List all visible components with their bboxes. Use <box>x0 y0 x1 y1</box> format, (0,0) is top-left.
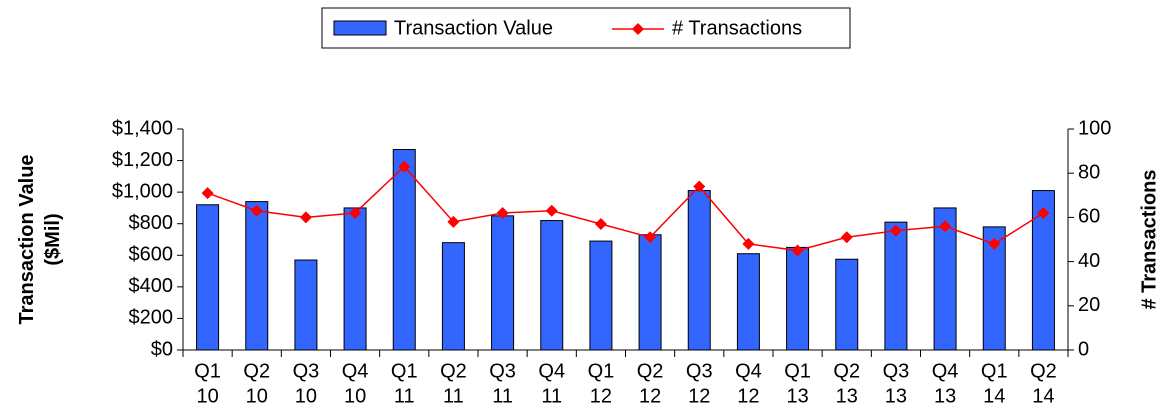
x-tick-label: Q3 <box>489 360 516 382</box>
bar <box>491 215 515 351</box>
marker <box>201 187 214 200</box>
bar <box>884 221 908 351</box>
bar <box>196 204 220 351</box>
marker <box>545 204 558 217</box>
x-tick-label: Q3 <box>686 360 713 382</box>
bar <box>638 234 662 351</box>
x-tick-label: 12 <box>737 385 759 407</box>
x-tick-label: 13 <box>934 385 956 407</box>
legend-marker <box>632 23 644 35</box>
x-tick-label: 11 <box>541 385 562 407</box>
marker <box>791 244 804 257</box>
y2-tick-label: 100 <box>1078 117 1111 139</box>
line <box>207 165 1044 252</box>
y2-tick-label: 60 <box>1078 206 1100 228</box>
x-tick-label: 11 <box>492 385 513 407</box>
bar <box>786 246 810 351</box>
x-tick-label: 11 <box>394 385 415 407</box>
marker <box>988 237 1001 250</box>
x-tick-label: Q1 <box>194 360 221 382</box>
x-tick-label: Q1 <box>588 360 615 382</box>
bar <box>1031 190 1055 351</box>
marker <box>594 218 607 231</box>
x-tick-label: Q4 <box>735 360 762 382</box>
x-tick-label: 14 <box>1032 385 1054 407</box>
x-tick-label: 10 <box>246 385 268 407</box>
y2-tick-label: 20 <box>1078 294 1100 316</box>
x-tick-label: Q4 <box>932 360 959 382</box>
marker <box>1037 206 1050 219</box>
marker <box>496 206 509 219</box>
y-tick-label: $0 <box>151 338 173 360</box>
x-tick-label: 13 <box>786 385 808 407</box>
y-tick-label: $400 <box>129 275 174 297</box>
x-tick-label: 13 <box>885 385 907 407</box>
x-tick-label: Q2 <box>440 360 467 382</box>
bar <box>589 240 613 351</box>
bar <box>933 207 957 351</box>
x-tick-label: 10 <box>196 385 218 407</box>
bar <box>294 259 318 351</box>
x-tick-label: Q4 <box>342 360 369 382</box>
y-tick-label: $1,000 <box>112 180 173 202</box>
x-tick-label: Q3 <box>883 360 910 382</box>
x-tick-label: 12 <box>688 385 710 407</box>
legend-box <box>321 7 851 49</box>
x-tick-label: Q1 <box>391 360 418 382</box>
marker <box>939 220 952 233</box>
x-tick-label: Q2 <box>833 360 860 382</box>
bar <box>540 220 564 351</box>
bar <box>835 258 859 351</box>
bar <box>687 190 711 351</box>
y-tick-label: $1,400 <box>112 117 173 139</box>
marker <box>398 160 411 173</box>
y2-tick-label: 80 <box>1078 161 1100 183</box>
marker <box>742 237 755 250</box>
y-tick-label: $1,200 <box>112 149 173 171</box>
marker <box>889 224 902 237</box>
x-tick-label: Q1 <box>981 360 1008 382</box>
marker <box>644 231 657 244</box>
bar <box>441 242 465 351</box>
bar <box>736 253 760 351</box>
x-tick-label: 10 <box>295 385 317 407</box>
x-tick-label: Q4 <box>538 360 565 382</box>
y-tick-label: $200 <box>129 307 174 329</box>
marker <box>250 204 263 217</box>
x-tick-label: 14 <box>983 385 1005 407</box>
y2-tick-label: 40 <box>1078 250 1100 272</box>
bar <box>245 201 269 351</box>
legend-swatch <box>333 20 387 36</box>
y-tick-label: $600 <box>129 244 174 266</box>
bar <box>392 149 416 351</box>
legend-label: Transaction Value <box>394 17 553 39</box>
y-tick-label: $800 <box>129 212 174 234</box>
marker <box>299 211 312 224</box>
x-tick-label: 12 <box>590 385 612 407</box>
x-tick-label: 12 <box>639 385 661 407</box>
marker <box>693 180 706 193</box>
bar <box>982 226 1006 351</box>
x-tick-label: Q2 <box>1030 360 1057 382</box>
x-tick-label: Q2 <box>243 360 270 382</box>
bar <box>343 207 367 351</box>
x-tick-label: Q2 <box>637 360 664 382</box>
y2-axis-title: # Transactions <box>1138 169 1160 309</box>
marker <box>447 215 460 228</box>
x-tick-label: Q3 <box>293 360 320 382</box>
x-tick-label: 10 <box>344 385 366 407</box>
x-tick-label: 11 <box>443 385 464 407</box>
marker <box>349 206 362 219</box>
y2-tick-label: 0 <box>1078 338 1089 360</box>
x-tick-label: Q1 <box>784 360 811 382</box>
marker <box>840 231 853 244</box>
legend-label: # Transactions <box>672 17 802 39</box>
y-axis-title: Transaction Value ($Mil) <box>16 154 64 324</box>
x-tick-label: 13 <box>836 385 858 407</box>
